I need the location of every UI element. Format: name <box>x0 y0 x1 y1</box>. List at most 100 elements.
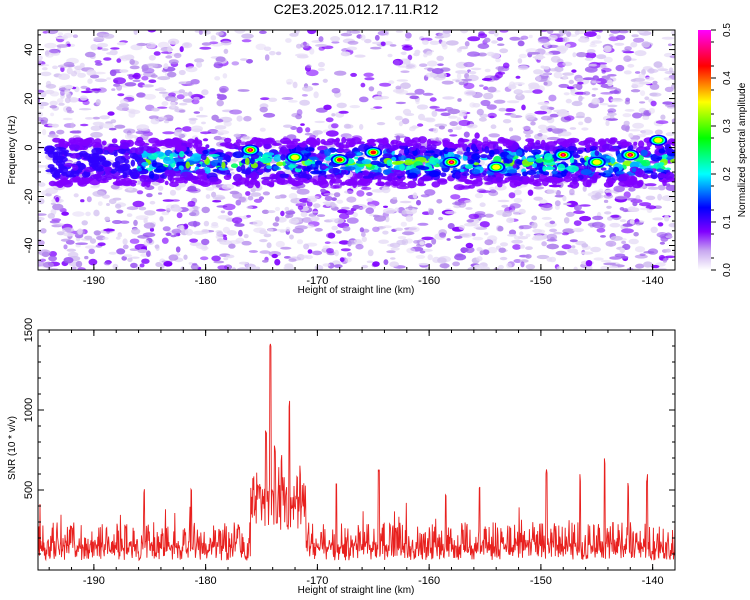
band-blob <box>588 179 597 184</box>
band-blob <box>64 163 75 167</box>
noise-blob <box>527 52 541 55</box>
noise-blob <box>335 230 342 234</box>
band-blob <box>256 138 266 143</box>
band-blob <box>471 138 478 145</box>
noise-blob <box>246 214 252 218</box>
noise-blob <box>562 195 567 202</box>
noise-blob <box>314 120 326 124</box>
noise-blob <box>553 71 563 79</box>
noise-blob <box>246 205 254 209</box>
noise-blob <box>238 261 249 265</box>
noise-blob <box>262 259 269 263</box>
noise-blob <box>449 121 459 127</box>
band-blob <box>59 156 68 163</box>
noise-blob <box>458 46 469 50</box>
noise-blob <box>149 227 155 232</box>
noise-blob <box>514 89 522 94</box>
band-blob <box>327 165 334 169</box>
band-blob <box>522 171 528 177</box>
noise-blob <box>41 67 48 71</box>
band-blob <box>389 147 396 152</box>
noise-blob <box>201 206 210 214</box>
noise-blob <box>447 128 453 133</box>
noise-blob <box>221 183 235 190</box>
band-blob <box>620 141 632 147</box>
noise-blob <box>241 33 254 39</box>
band-blob <box>484 146 490 154</box>
band-blob <box>236 166 242 173</box>
noise-blob <box>556 110 570 117</box>
noise-blob <box>563 202 572 206</box>
noise-blob <box>275 240 285 248</box>
noise-blob <box>533 186 545 190</box>
noise-blob <box>336 199 344 204</box>
noise-blob <box>431 68 444 74</box>
noise-blob <box>210 224 219 229</box>
band-blob <box>266 165 272 170</box>
colorbar-tick-label: 0.0 <box>722 263 733 277</box>
noise-blob <box>296 109 303 116</box>
noise-blob <box>341 206 350 210</box>
noise-blob <box>354 54 366 58</box>
colorbar-tick-label: 0.4 <box>722 71 733 85</box>
noise-blob <box>93 71 106 75</box>
noise-blob <box>192 262 198 266</box>
hotspot <box>249 149 252 151</box>
noise-blob <box>213 260 225 264</box>
noise-blob <box>338 240 350 245</box>
band-blob <box>279 173 289 179</box>
noise-blob <box>155 208 167 212</box>
noise-blob <box>578 37 590 43</box>
noise-blob <box>395 101 406 105</box>
noise-blob <box>173 52 182 59</box>
noise-blob <box>334 249 339 257</box>
noise-blob <box>417 123 424 127</box>
noise-blob <box>38 55 43 61</box>
noise-blob <box>171 207 183 212</box>
noise-blob <box>130 256 140 259</box>
noise-blob <box>216 130 230 135</box>
noise-blob <box>599 103 609 106</box>
noise-blob <box>488 133 501 138</box>
band-blob <box>526 170 537 176</box>
noise-blob <box>659 241 666 245</box>
band-blob <box>273 179 285 183</box>
noise-blob <box>536 254 550 260</box>
noise-blob <box>389 242 401 248</box>
noise-blob <box>548 34 558 41</box>
band-blob <box>183 151 189 155</box>
noise-blob <box>234 223 245 227</box>
noise-blob <box>94 78 107 83</box>
band-blob <box>261 176 273 180</box>
noise-blob <box>333 192 341 198</box>
noise-blob <box>95 99 101 106</box>
band-blob <box>310 161 316 165</box>
noise-blob <box>573 251 579 255</box>
noise-blob <box>599 64 607 68</box>
noise-blob <box>243 234 249 239</box>
band-blob <box>101 160 112 168</box>
noise-blob <box>556 266 562 270</box>
band-blob <box>598 172 606 176</box>
noise-blob <box>38 198 45 205</box>
band-blob <box>532 181 542 187</box>
noise-blob <box>69 130 82 134</box>
noise-blob <box>90 125 102 131</box>
band-blob <box>404 136 411 144</box>
noise-blob <box>77 267 86 270</box>
noise-blob <box>655 120 669 125</box>
band-blob <box>503 163 511 167</box>
noise-blob <box>147 30 157 33</box>
band-blob <box>315 160 323 166</box>
band-blob <box>463 151 472 157</box>
noise-blob <box>639 202 652 207</box>
band-blob <box>477 143 482 151</box>
noise-blob <box>296 239 304 245</box>
noise-blob <box>346 196 357 203</box>
band-blob <box>58 150 67 155</box>
noise-blob <box>610 235 623 241</box>
noise-blob <box>372 261 380 267</box>
noise-blob <box>235 237 245 244</box>
noise-blob <box>556 45 569 52</box>
noise-blob <box>199 46 212 50</box>
